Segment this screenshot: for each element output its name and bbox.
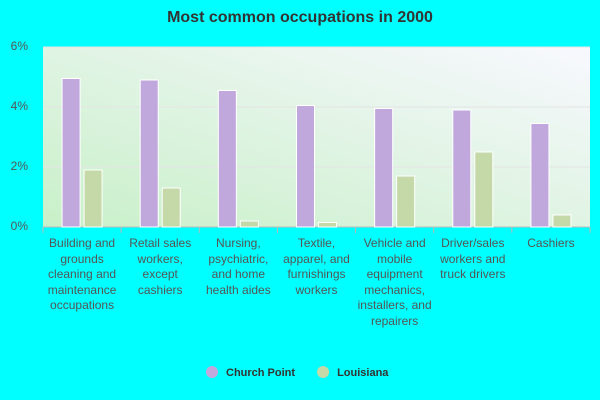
y-tick-label: 4% [11,99,29,113]
y-tick-label: 6% [11,39,29,53]
x-tick-label: Textile, apparel, and furnishings worker… [283,236,350,297]
bar [61,78,81,228]
legend-swatch [206,366,218,378]
x-tick-label: Driver/sales workers and truck drivers [440,236,506,281]
x-tick-label: Nursing, psychiatric, and home health ai… [205,236,271,297]
bar [161,187,181,228]
y-tick-label: 2% [11,159,29,173]
bar [530,123,550,228]
bar [452,109,472,228]
bar [552,214,572,228]
plot-background [43,47,590,227]
bar [474,151,494,228]
x-tick-label: Building and grounds cleaning and mainte… [47,236,117,312]
legend-swatch [317,366,330,378]
bar [83,169,103,228]
y-tick-label: 0% [11,219,29,233]
bar [396,175,416,228]
bar [318,222,337,228]
bar [217,90,237,228]
legend-label: Louisiana [337,367,389,379]
bar [374,108,394,228]
x-tick-label: Vehicle and mobile equipment mechanics, … [357,236,432,328]
bar [239,220,259,228]
bar [296,105,315,228]
bar [139,79,159,228]
x-tick-label: Retail sales workers, except cashiers [129,236,192,297]
x-tick-label: Cashiers [527,236,575,250]
legend-label: Church Point [226,367,295,379]
chart-title: Most common occupations in 2000 [167,9,433,26]
